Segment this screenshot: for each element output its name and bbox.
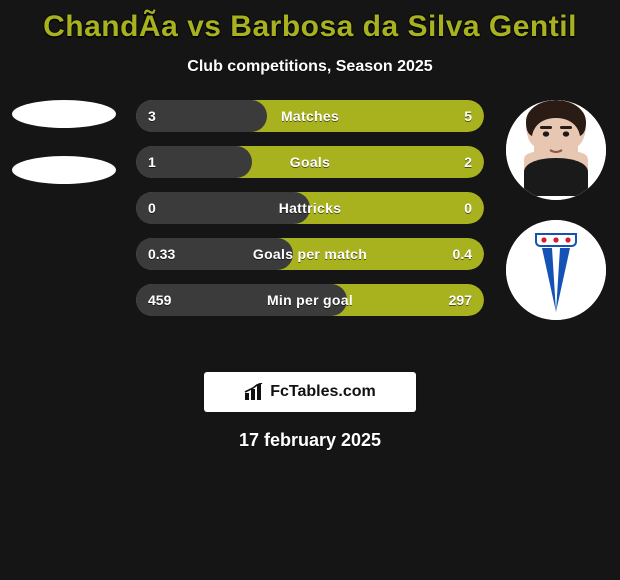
stat-bar: 459297Min per goal bbox=[136, 284, 484, 316]
stat-bar: 35Matches bbox=[136, 100, 484, 132]
club-crest bbox=[506, 220, 606, 320]
comparison-body: 35Matches 12Goals 00Hattricks 0.330.4Goals … bbox=[0, 100, 620, 350]
person-icon bbox=[506, 100, 606, 200]
right-player-column bbox=[500, 100, 612, 320]
comparison-infographic: ChandÃ­a vs Barbosa da Silva Gentil Club… bbox=[0, 0, 620, 580]
stat-label: Goals per match bbox=[136, 238, 484, 270]
stat-bars: 35Matches 12Goals 00Hattricks 0.330.4Goals … bbox=[136, 100, 484, 316]
left-player-column bbox=[8, 100, 120, 184]
brand-badge: FcTables.com bbox=[204, 372, 416, 412]
stat-label: Min per goal bbox=[136, 284, 484, 316]
stat-bar: 0.330.4Goals per match bbox=[136, 238, 484, 270]
player-avatar bbox=[506, 100, 606, 200]
club-crest-icon bbox=[506, 220, 606, 320]
player-avatar-placeholder bbox=[12, 100, 116, 128]
stat-bar: 00Hattricks bbox=[136, 192, 484, 224]
page-subtitle: Club competitions, Season 2025 bbox=[0, 44, 620, 76]
stat-bar: 12Goals bbox=[136, 146, 484, 178]
bar-chart-icon bbox=[244, 383, 266, 401]
stat-label: Hattricks bbox=[136, 192, 484, 224]
as-of-date: 17 february 2025 bbox=[0, 430, 620, 451]
page-title: ChandÃ­a vs Barbosa da Silva Gentil bbox=[0, 0, 620, 44]
club-avatar-placeholder bbox=[12, 156, 116, 184]
brand-text: FcTables.com bbox=[270, 383, 376, 401]
stat-label: Goals bbox=[136, 146, 484, 178]
stat-label: Matches bbox=[136, 100, 484, 132]
